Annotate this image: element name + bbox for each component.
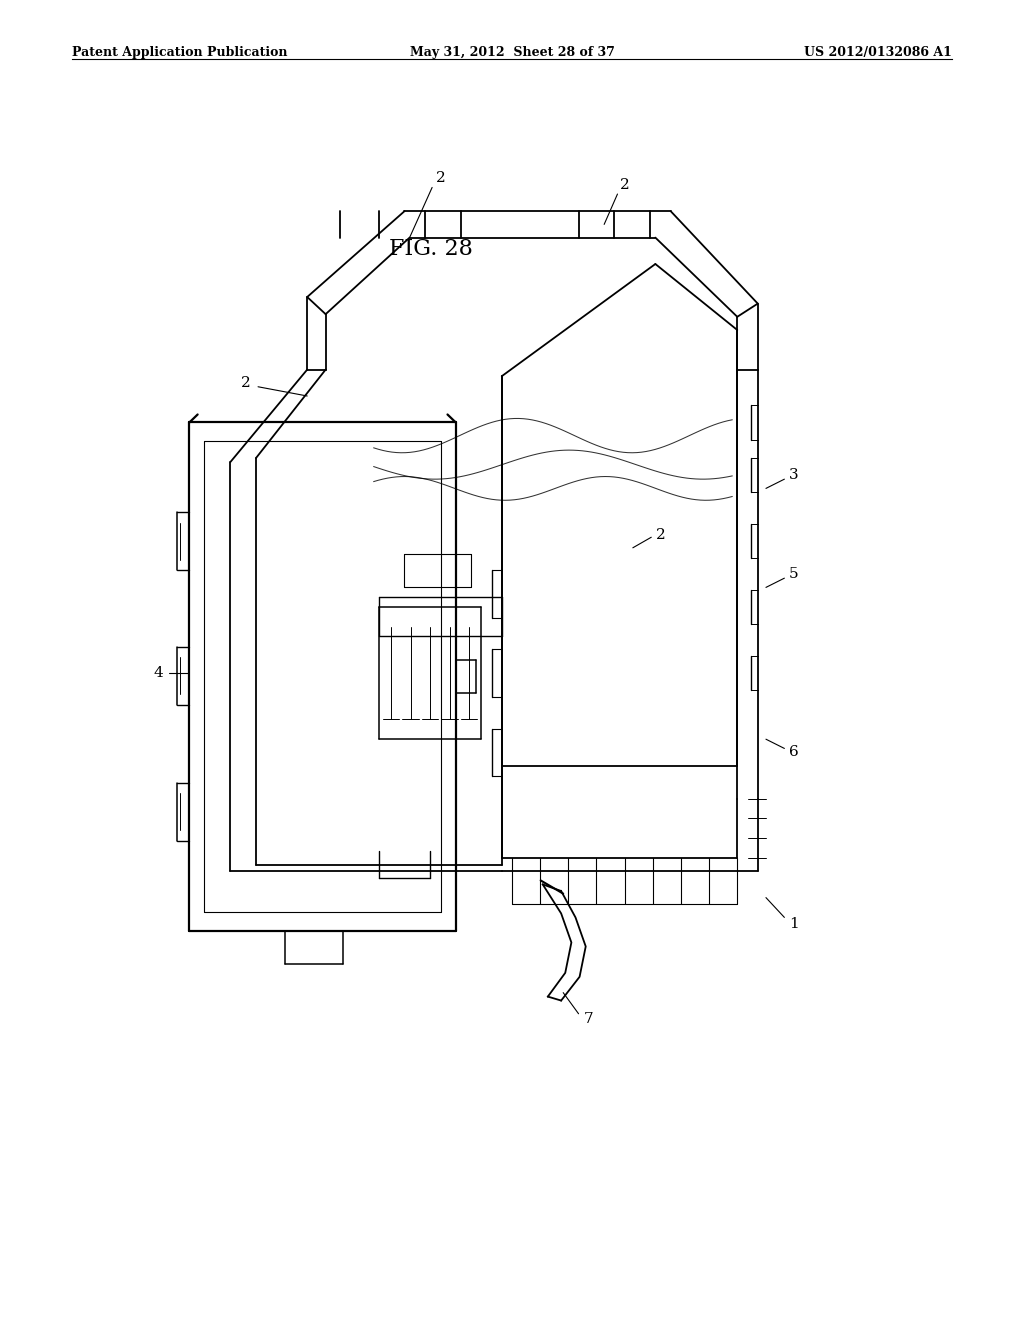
Text: 3: 3 — [788, 469, 799, 482]
Text: 6: 6 — [788, 746, 799, 759]
Text: 4: 4 — [154, 667, 164, 680]
Text: FIG. 28: FIG. 28 — [389, 238, 473, 260]
Text: 1: 1 — [788, 917, 799, 931]
Text: 5: 5 — [788, 568, 799, 581]
Text: 2: 2 — [241, 376, 251, 389]
Text: 2: 2 — [435, 172, 445, 185]
Text: 7: 7 — [584, 1012, 594, 1026]
Text: US 2012/0132086 A1: US 2012/0132086 A1 — [805, 46, 952, 59]
Text: May 31, 2012  Sheet 28 of 37: May 31, 2012 Sheet 28 of 37 — [410, 46, 614, 59]
Text: Patent Application Publication: Patent Application Publication — [72, 46, 287, 59]
Text: 2: 2 — [620, 178, 630, 191]
Text: 2: 2 — [655, 528, 666, 541]
